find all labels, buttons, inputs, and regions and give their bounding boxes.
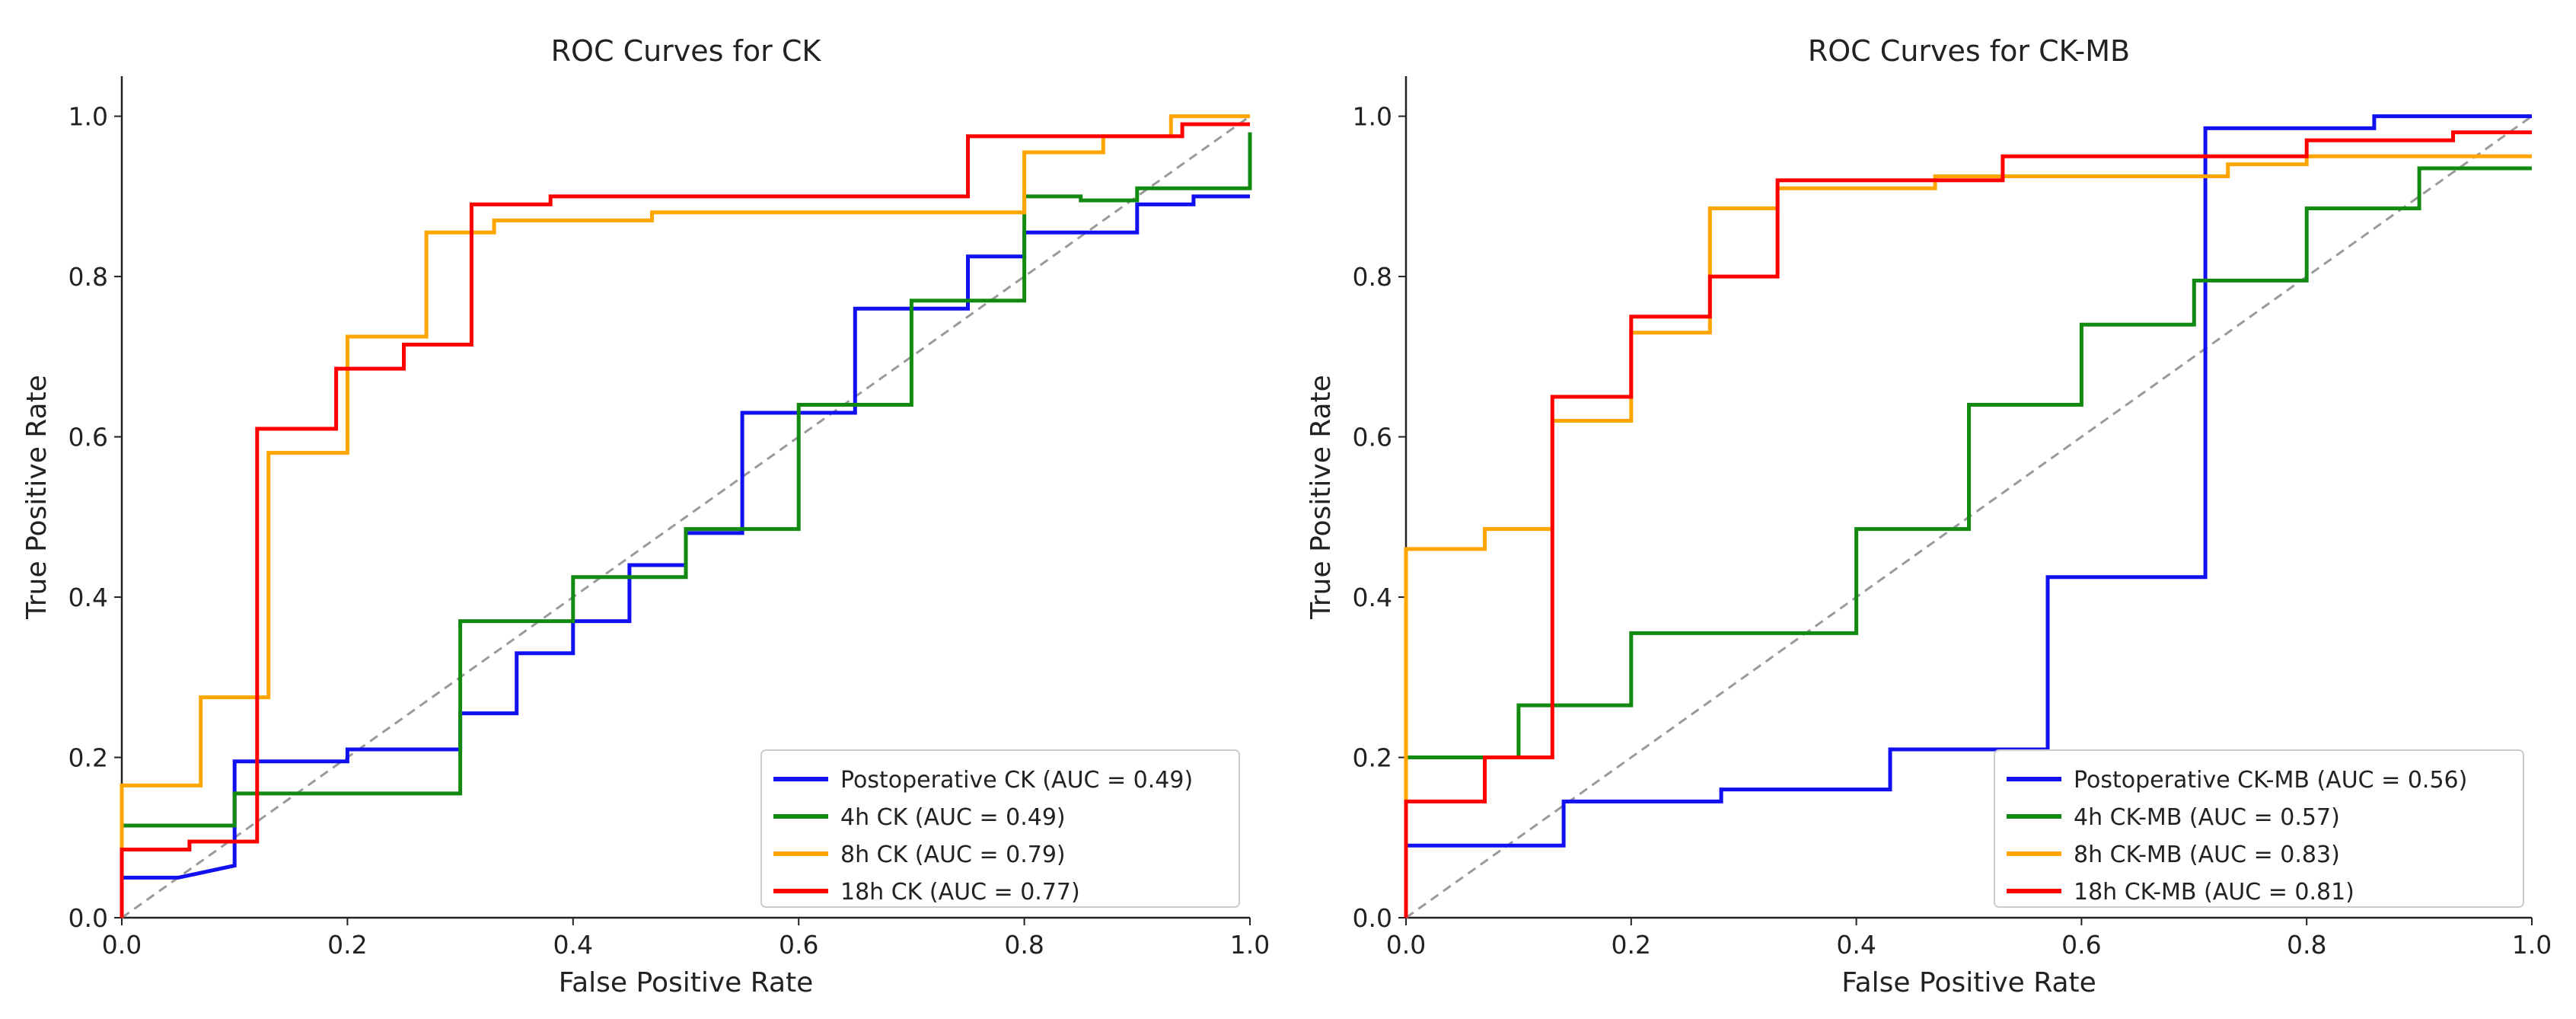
roc-curve-line (1404, 130, 2532, 918)
y-tick-label: 0.8 (69, 262, 108, 292)
y-axis-label: True Positive Rate (21, 375, 53, 620)
roc-curve-line (1404, 154, 2532, 918)
x-tick-label: 0.8 (1004, 930, 1044, 960)
x-tick-label: 1.0 (2512, 930, 2552, 960)
y-tick-label: 0.2 (69, 743, 108, 773)
y-tick-label: 0.0 (1353, 903, 1392, 933)
legend-entry-label: 8h CK-MB (AUC = 0.83) (2074, 842, 2340, 868)
y-tick-label: 0.6 (69, 423, 108, 452)
y-tick-label: 1.0 (69, 102, 108, 132)
x-tick-label: 0.6 (779, 930, 818, 960)
diagonal-reference-line (121, 115, 1251, 919)
roc-curve-line (1404, 114, 2532, 918)
roc-curve-line (1404, 166, 2532, 918)
roc-panel-ck: ROC Curves for CK 0.0 0.2 0.4 0.6 0.8 1.0 0.0 0.… (21, 34, 1270, 998)
roc-curve-line (120, 114, 1250, 918)
x-axis-label: False Positive Rate (559, 967, 814, 998)
x-tick-label: 0.6 (2061, 930, 2101, 960)
legend-entry-label: 4h CK-MB (AUC = 0.57) (2074, 804, 2340, 831)
y-tick-label: 0.4 (69, 583, 108, 612)
x-tick-label: 0.2 (1612, 930, 1651, 960)
legend-entry-label: 18h CK (AUC = 0.77) (840, 879, 1080, 906)
legend-entry-label: 8h CK (AUC = 0.79) (840, 842, 1066, 868)
y-tick-label: 1.0 (1353, 102, 1392, 132)
legend-entry-label: Postoperative CK-MB (AUC = 0.56) (2074, 767, 2467, 794)
x-tick-label: 0.0 (102, 930, 142, 960)
y-axis-label: True Positive Rate (1306, 375, 1337, 620)
roc-curve-line (120, 122, 1250, 918)
legend-entry-label: 4h CK (AUC = 0.49) (840, 804, 1066, 831)
chart-title: ROC Curves for CK-MB (1808, 34, 2130, 68)
y-tick-label: 0.6 (1353, 423, 1392, 452)
roc-curve-line (120, 132, 1252, 918)
legend-box (760, 749, 1240, 908)
chart-title: ROC Curves for CK (551, 34, 822, 68)
legend-entry-label: Postoperative CK (AUC = 0.49) (840, 767, 1193, 794)
y-tick-label: 0.2 (1353, 743, 1392, 773)
x-tick-label: 1.0 (1230, 930, 1270, 960)
y-tick-label: 0.8 (1353, 262, 1392, 292)
y-tick-label: 0.4 (1353, 583, 1392, 612)
roc-panel-ck-mb: ROC Curves for CK-MB 0.0 0.2 0.4 0.6 0.8 1.0 0.… (1306, 34, 2552, 998)
legend-box (1994, 749, 2524, 908)
x-tick-label: 0.8 (2287, 930, 2326, 960)
x-tick-label: 0.4 (1836, 930, 1876, 960)
x-tick-label: 0.2 (327, 930, 367, 960)
x-tick-label: 0.0 (1386, 930, 1426, 960)
x-axis-label: False Positive Rate (1841, 967, 2096, 998)
legend-entry-label: 18h CK-MB (AUC = 0.81) (2074, 879, 2354, 906)
y-tick-label: 0.0 (69, 903, 108, 933)
roc-curve-line (120, 194, 1250, 918)
x-tick-label: 0.4 (553, 930, 593, 960)
